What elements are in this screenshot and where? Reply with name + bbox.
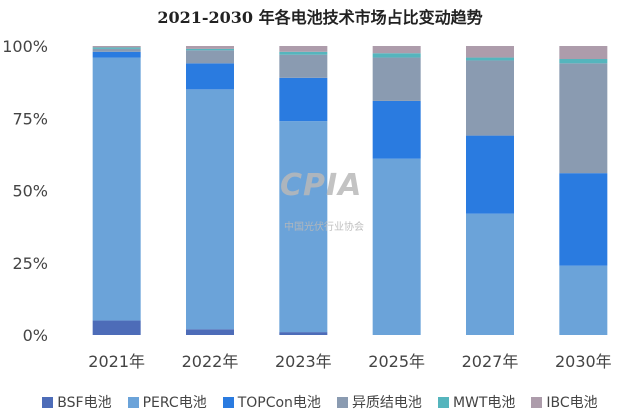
legend: BSF电池 PERC电池 TOPCon电池 异质结电池 MWT电池 IBC电池 — [0, 392, 640, 412]
bar-segment — [372, 100, 421, 159]
legend-swatch — [531, 396, 543, 408]
x-tick-label: 2023年 — [275, 352, 332, 371]
bar-segment — [92, 46, 141, 48]
bar-segment — [559, 63, 608, 174]
legend-swatch — [222, 396, 234, 408]
bar-segment — [279, 51, 328, 55]
bar-segment — [92, 51, 141, 58]
bar-segment — [372, 57, 421, 101]
legend-swatch — [42, 396, 54, 408]
bar-segment — [466, 60, 514, 136]
bar-segment — [279, 77, 328, 122]
x-tick-label: 2025年 — [368, 352, 425, 371]
bar-segment — [186, 89, 234, 330]
bar-segment — [559, 173, 608, 266]
legend-label: TOPCon电池 — [237, 395, 321, 411]
bar-segment — [186, 48, 234, 51]
bar-segment — [186, 50, 234, 64]
legend-swatch — [437, 396, 449, 408]
bar-segment — [372, 158, 421, 335]
bar-segment — [92, 47, 141, 49]
legend-swatch — [127, 396, 139, 408]
y-tick-label: 100% — [2, 37, 48, 56]
legend-item: TOPCon电池 — [222, 392, 321, 412]
x-tick-label: 2027年 — [462, 352, 519, 371]
legend-item: PERC电池 — [127, 392, 207, 412]
legend-label: IBC电池 — [546, 395, 598, 411]
x-tick-label: 2030年 — [555, 352, 612, 371]
legend-item: IBC电池 — [531, 392, 598, 412]
bar-segment — [559, 59, 608, 64]
y-axis: 0% 25% 50% 75% 100% — [2, 37, 48, 345]
legend-label: 异质结电池 — [351, 395, 422, 411]
x-tick-label: 2021年 — [88, 352, 145, 371]
bars — [92, 46, 608, 335]
legend-swatch — [336, 396, 348, 408]
y-tick-label: 0% — [23, 326, 48, 345]
bar-segment — [466, 135, 514, 214]
bar-segment — [92, 57, 141, 321]
bar-segment — [466, 46, 514, 58]
bar-segment — [466, 57, 514, 61]
bar-segment — [186, 329, 234, 335]
bar-segment — [186, 63, 234, 90]
bar-segment — [559, 265, 608, 335]
bar-segment — [92, 320, 141, 335]
legend-item: MWT电池 — [437, 392, 516, 412]
bar-segment — [372, 53, 421, 58]
legend-label: MWT电池 — [452, 395, 516, 411]
legend-item: BSF电池 — [42, 392, 112, 412]
y-tick-label: 25% — [12, 254, 48, 273]
y-tick-label: 50% — [12, 182, 48, 201]
legend-item: 异质结电池 — [336, 392, 422, 412]
bar-segment — [372, 46, 421, 54]
bar-segment — [186, 46, 234, 49]
bar-segment — [279, 332, 328, 335]
y-tick-label: 75% — [12, 109, 48, 128]
bar-segment — [92, 48, 141, 52]
bar-segment — [559, 46, 608, 60]
bar-segment — [279, 121, 328, 333]
bar-segment — [279, 46, 328, 52]
x-axis: 2021年 2022年 2023年 2025年 2027年 2030年 — [88, 352, 611, 371]
x-tick-label: 2022年 — [182, 352, 239, 371]
bar-segment — [279, 54, 328, 78]
legend-label: PERC电池 — [142, 395, 207, 411]
legend-label: BSF电池 — [57, 395, 112, 411]
chart-title: 2021-2030 年各电池技术市场占比变动趋势 — [157, 8, 483, 27]
bar-segment — [466, 213, 514, 335]
